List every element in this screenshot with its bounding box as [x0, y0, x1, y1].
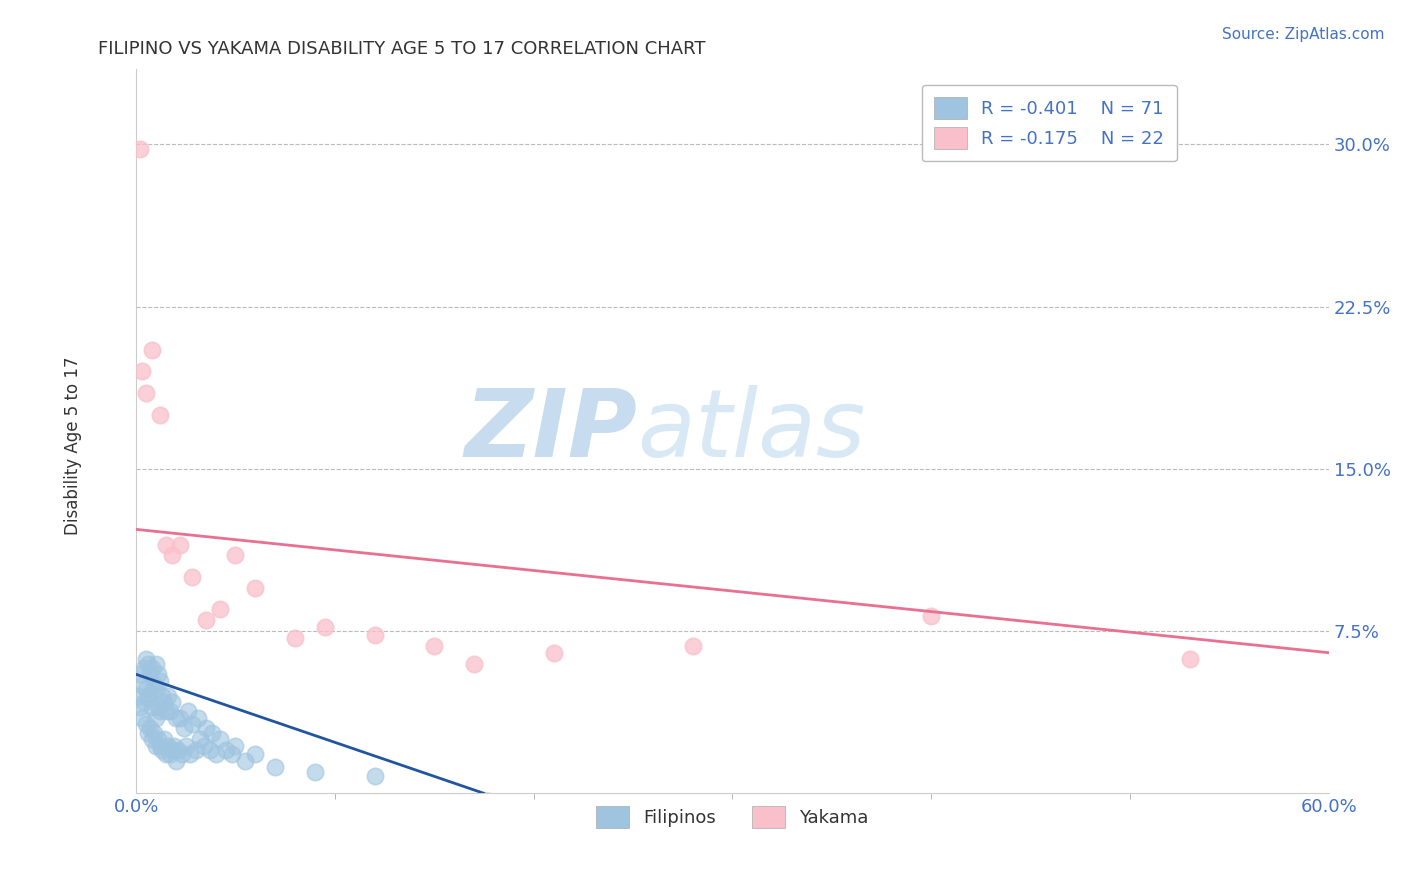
Point	[363, 769, 385, 783]
Point	[304, 764, 326, 779]
Point	[141, 732, 163, 747]
Point	[149, 408, 172, 422]
Point	[160, 696, 183, 710]
Point	[187, 711, 209, 725]
Point	[208, 602, 231, 616]
Text: Disability Age 5 to 17: Disability Age 5 to 17	[65, 357, 82, 535]
Point	[208, 732, 231, 747]
Point	[141, 699, 163, 714]
Point	[156, 739, 179, 753]
Point	[127, 689, 149, 703]
Point	[235, 754, 257, 768]
Point	[159, 704, 181, 718]
Point	[264, 760, 287, 774]
Point	[169, 537, 191, 551]
Point	[314, 620, 336, 634]
Point	[131, 364, 153, 378]
Text: atlas: atlas	[637, 385, 865, 476]
Point	[163, 739, 186, 753]
Point	[136, 691, 159, 706]
Point	[221, 747, 243, 762]
Point	[141, 343, 163, 357]
Point	[423, 639, 446, 653]
Point	[145, 711, 167, 725]
Point	[245, 581, 267, 595]
Point	[165, 711, 187, 725]
Point	[173, 722, 195, 736]
Point	[188, 732, 211, 747]
Point	[1178, 652, 1201, 666]
Point	[135, 652, 157, 666]
Point	[145, 657, 167, 671]
Text: FILIPINO VS YAKAMA DISABILITY AGE 5 TO 17 CORRELATION CHART: FILIPINO VS YAKAMA DISABILITY AGE 5 TO 1…	[98, 40, 706, 58]
Point	[194, 613, 217, 627]
Point	[463, 657, 485, 671]
Point	[131, 711, 153, 725]
Point	[160, 549, 183, 563]
Point	[204, 747, 226, 762]
Point	[153, 732, 176, 747]
Point	[139, 687, 162, 701]
Point	[141, 661, 163, 675]
Point	[143, 725, 166, 739]
Point	[284, 631, 307, 645]
Point	[131, 678, 153, 692]
Point	[129, 699, 152, 714]
Point	[165, 754, 187, 768]
Point	[198, 743, 221, 757]
Point	[135, 682, 157, 697]
Text: Source: ZipAtlas.com: Source: ZipAtlas.com	[1222, 27, 1385, 42]
Point	[194, 722, 217, 736]
Point	[129, 142, 152, 156]
Point	[180, 570, 202, 584]
Point	[159, 747, 181, 762]
Point	[179, 747, 201, 762]
Point	[224, 739, 246, 753]
Text: ZIP: ZIP	[464, 385, 637, 477]
Point	[149, 739, 172, 753]
Point	[145, 682, 167, 697]
Point	[201, 725, 224, 739]
Point	[136, 657, 159, 671]
Point	[245, 747, 267, 762]
Point	[132, 696, 155, 710]
Point	[543, 646, 565, 660]
Point	[143, 678, 166, 692]
Point	[184, 743, 207, 757]
Point	[146, 667, 169, 681]
Point	[174, 739, 197, 753]
Point	[146, 699, 169, 714]
Point	[177, 704, 200, 718]
Point	[150, 743, 173, 757]
Point	[169, 711, 191, 725]
Point	[150, 689, 173, 703]
Point	[135, 717, 157, 731]
Point	[156, 689, 179, 703]
Point	[920, 609, 942, 624]
Point	[149, 704, 172, 718]
Point	[155, 704, 177, 718]
Point	[153, 696, 176, 710]
Point	[682, 639, 704, 653]
Point	[224, 549, 246, 563]
Point	[139, 722, 162, 736]
Point	[160, 743, 183, 757]
Point	[129, 667, 152, 681]
Point	[166, 743, 188, 757]
Point	[155, 537, 177, 551]
Point	[132, 661, 155, 675]
Point	[145, 739, 167, 753]
Point	[363, 628, 385, 642]
Legend: Filipinos, Yakama: Filipinos, Yakama	[589, 798, 876, 835]
Point	[170, 747, 193, 762]
Point	[155, 747, 177, 762]
Point	[149, 673, 172, 688]
Point	[146, 732, 169, 747]
Point	[180, 717, 202, 731]
Point	[135, 386, 157, 401]
Point	[136, 725, 159, 739]
Point	[214, 743, 236, 757]
Point	[193, 739, 215, 753]
Point	[139, 667, 162, 681]
